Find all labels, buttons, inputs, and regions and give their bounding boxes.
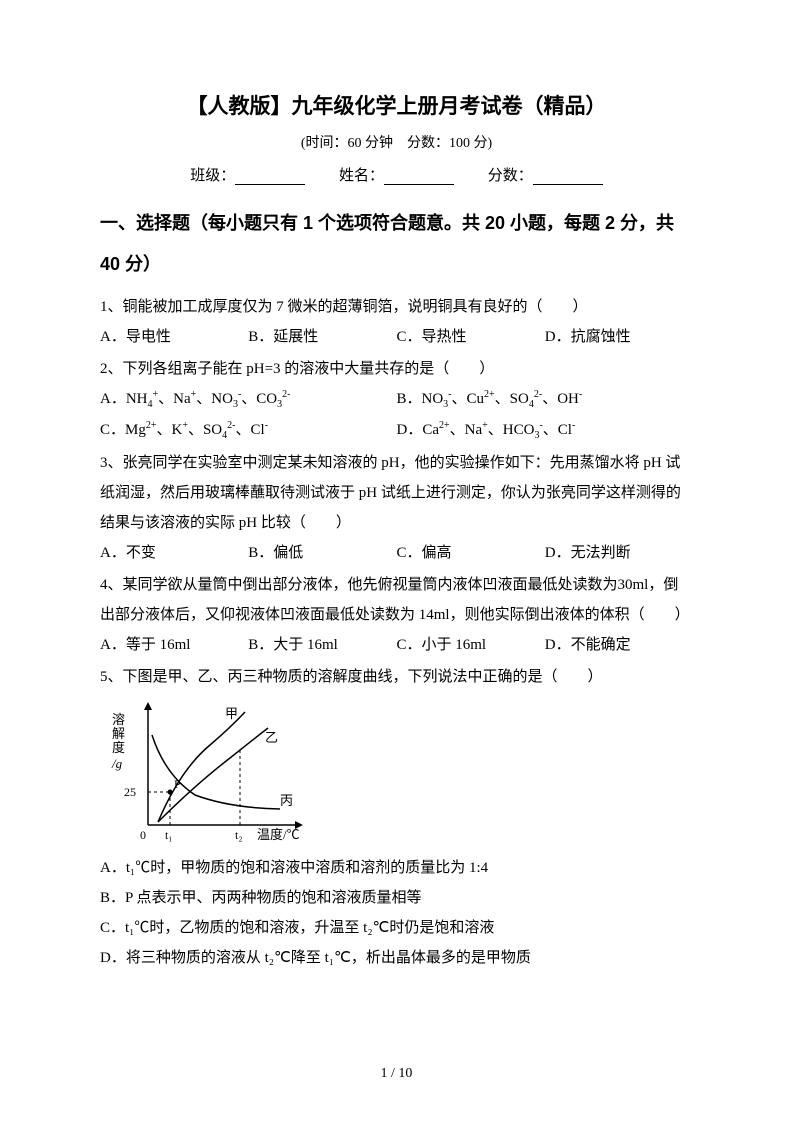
question-2-options-2: C．Mg2+、K+、SO42-、Cl- D．Ca2+、Na+、HCO3-、Cl-: [100, 415, 693, 446]
svg-text:溶: 溶: [112, 712, 125, 727]
svg-text:解: 解: [112, 726, 125, 741]
question-3-options: A．不变 B．偏低 C．偏高 D．无法判断: [100, 538, 693, 568]
q1-option-c: C．导热性: [397, 322, 545, 352]
svg-text:t₂: t₂: [235, 828, 243, 842]
exam-title: 【人教版】九年级化学上册月考试卷（精品）: [100, 90, 693, 120]
question-4-options: A．等于 16ml B．大于 16ml C．小于 16ml D．不能确定: [100, 630, 693, 660]
score-label: 分数：: [488, 168, 533, 184]
q2-option-d: D．Ca2+、Na+、HCO3-、Cl-: [397, 415, 694, 446]
exam-subtitle: (时间：60 分钟 分数：100 分): [100, 132, 693, 152]
question-2-options-1: A．NH4+、Na+、NO3-、CO32- B．NO3-、Cu2+、SO42-、…: [100, 384, 693, 415]
page-number: 1 / 10: [0, 1066, 793, 1082]
svg-text:乙: 乙: [265, 730, 278, 745]
q5-option-c: C．t₁℃时，乙物质的饱和溶液，升温至 t₂℃时仍是饱和溶液: [100, 913, 693, 943]
q3-option-a: A．不变: [100, 538, 248, 568]
question-5-text: 5、下图是甲、乙、丙三种物质的溶解度曲线，下列说法中正确的是（ ）: [100, 662, 693, 692]
q1-option-b: B．延展性: [248, 322, 396, 352]
question-5-options: A．t₁℃时，甲物质的饱和溶液中溶质和溶剂的质量比为 1:4 B．P 点表示甲、…: [100, 853, 693, 973]
svg-text:P: P: [174, 777, 181, 791]
question-3: 3、张亮同学在实验室中测定某未知溶液的 pH，他的实验操作如下：先用蒸馏水将 p…: [100, 448, 693, 568]
question-3-text: 3、张亮同学在实验室中测定某未知溶液的 pH，他的实验操作如下：先用蒸馏水将 p…: [100, 448, 693, 538]
svg-text:t₁: t₁: [165, 828, 173, 842]
section-1-header: 一、选择题（每小题只有 1 个选项符合题意。共 20 小题，每题 2 分，共 4…: [100, 203, 693, 286]
question-2: 2、下列各组离子能在 pH=3 的溶液中大量共存的是（ ） A．NH4+、Na+…: [100, 354, 693, 446]
name-label: 姓名：: [339, 168, 384, 184]
question-4-text: 4、某同学欲从量筒中倒出部分液体，他先俯视量筒内液体凹液面最低处读数为30ml，…: [100, 570, 693, 630]
question-2-text: 2、下列各组离子能在 pH=3 的溶液中大量共存的是（ ）: [100, 354, 693, 384]
q3-option-c: C．偏高: [397, 538, 545, 568]
question-1: 1、铜能被加工成厚度仅为 7 微米的超薄铜箔，说明铜具有良好的（ ） A．导电性…: [100, 292, 693, 352]
class-blank[interactable]: [235, 167, 305, 185]
q3-option-d: D．无法判断: [545, 538, 693, 568]
score-blank[interactable]: [533, 167, 603, 185]
q5-option-a: A．t₁℃时，甲物质的饱和溶液中溶质和溶剂的质量比为 1:4: [100, 853, 693, 883]
q2-option-c: C．Mg2+、K+、SO42-、Cl-: [100, 415, 397, 446]
name-blank[interactable]: [384, 167, 454, 185]
svg-text:25: 25: [124, 785, 136, 799]
svg-text:度: 度: [112, 740, 125, 755]
class-label: 班级：: [190, 168, 235, 184]
svg-text:/g: /g: [111, 756, 123, 771]
question-1-text: 1、铜能被加工成厚度仅为 7 微米的超薄铜箔，说明铜具有良好的（ ）: [100, 292, 693, 322]
question-5: 5、下图是甲、乙、丙三种物质的溶解度曲线，下列说法中正确的是（ ） P 溶解度/g…: [100, 662, 693, 973]
q4-option-a: A．等于 16ml: [100, 630, 248, 660]
question-1-options: A．导电性 B．延展性 C．导热性 D．抗腐蚀性: [100, 322, 693, 352]
svg-text:温度/℃: 温度/℃: [257, 827, 300, 842]
question-4: 4、某同学欲从量筒中倒出部分液体，他先俯视量筒内液体凹液面最低处读数为30ml，…: [100, 570, 693, 660]
q3-option-b: B．偏低: [248, 538, 396, 568]
q2-option-b: B．NO3-、Cu2+、SO42-、OH-: [397, 384, 694, 415]
svg-text:0: 0: [140, 828, 146, 842]
q5-option-b: B．P 点表示甲、丙两种物质的饱和溶液质量相等: [100, 883, 693, 913]
svg-text:甲: 甲: [225, 706, 238, 721]
student-info-line: 班级： 姓名： 分数：: [100, 164, 693, 185]
chart-svg: P 溶解度/g25 0 t₁ t₂ 温度/℃ 甲乙丙: [110, 700, 310, 845]
q5-option-d: D．将三种物质的溶液从 t₂℃降至 t₁℃，析出晶体最多的是甲物质: [100, 943, 693, 973]
svg-text:丙: 丙: [280, 793, 293, 808]
q1-option-a: A．导电性: [100, 322, 248, 352]
q4-option-c: C．小于 16ml: [397, 630, 545, 660]
q2-option-a: A．NH4+、Na+、NO3-、CO32-: [100, 384, 397, 415]
q4-option-d: D．不能确定: [545, 630, 693, 660]
q4-option-b: B．大于 16ml: [248, 630, 396, 660]
solubility-chart: P 溶解度/g25 0 t₁ t₂ 温度/℃ 甲乙丙: [110, 700, 310, 845]
q1-option-d: D．抗腐蚀性: [545, 322, 693, 352]
